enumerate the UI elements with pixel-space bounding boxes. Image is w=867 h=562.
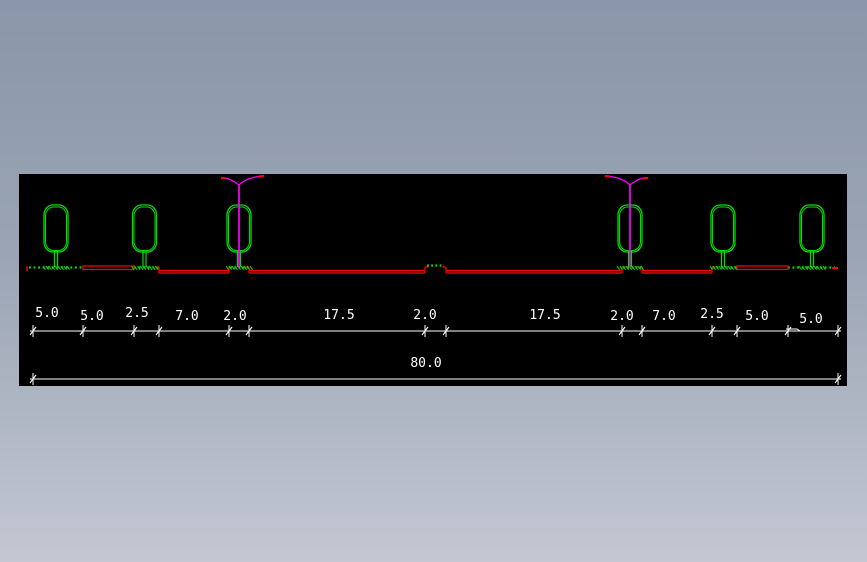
lamp-arm-short: [224, 177, 240, 186]
dimension-label: 5.0: [35, 306, 58, 321]
dimension-label: 2.0: [413, 308, 436, 323]
dimension-label: 5.0: [745, 309, 768, 324]
dimension-label: 17.5: [529, 308, 560, 323]
dimension-label: 5.0: [80, 309, 103, 324]
lamp-arm-short: [629, 177, 645, 186]
tree: [131, 204, 159, 271]
dimension-label: 17.5: [323, 308, 354, 323]
carriageway: [155, 266, 716, 274]
tree-crown: [712, 206, 734, 251]
dimension-row-total: 80.0: [29, 356, 842, 385]
tree: [798, 204, 826, 271]
tree-crown: [45, 206, 67, 251]
dimension-label: 7.0: [652, 309, 675, 324]
tree-crown: [801, 206, 823, 251]
tree: [42, 204, 70, 271]
dimension-label: 7.0: [175, 309, 198, 324]
sidewalk-slab: [82, 265, 789, 271]
ground-end-ticks: [26, 266, 838, 271]
total-dimension-label: 80.0: [410, 356, 441, 371]
street-light: [604, 174, 648, 267]
dimension-label: 2.5: [700, 307, 723, 322]
road-cross-section-drawing: 5.0 5.0 2.5 7.0 2.0 17.5 2.0 17.5 2.0 7.0 2.5 5.0 5.…: [26, 174, 842, 385]
tree-crown: [133, 206, 156, 251]
median-top: [230, 264, 641, 269]
cad-drawing-viewport[interactable]: 5.0 5.0 2.5 7.0 2.0 17.5 2.0 17.5 2.0 7.0 2.5 5.0 5.…: [19, 174, 847, 386]
lamp-arm-long: [238, 175, 260, 186]
dimension-leader: [786, 328, 801, 332]
tree: [709, 204, 737, 271]
dimension-label: 2.5: [125, 306, 148, 321]
dimension-label: 2.0: [610, 309, 633, 324]
dimension-label: 2.0: [223, 309, 246, 324]
dimension-label: 5.0: [799, 312, 822, 327]
dimension-row-widths: 5.0 5.0 2.5 7.0 2.0 17.5 2.0 17.5 2.0 7.0 2.5 5.0 5.…: [29, 306, 842, 337]
street-light: [221, 174, 265, 267]
lamp-arm-long: [609, 175, 631, 186]
